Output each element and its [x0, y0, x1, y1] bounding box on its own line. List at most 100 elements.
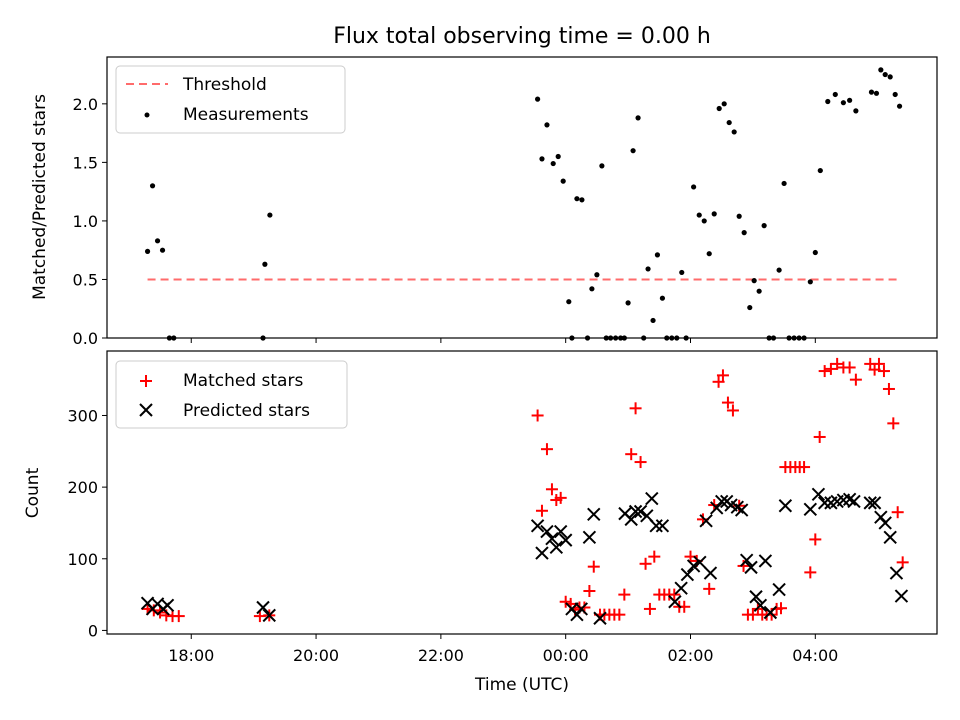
measurement-point — [832, 91, 838, 98]
x-tick-label: 22:00 — [418, 646, 464, 665]
legend-predicted-swatch — [139, 403, 153, 417]
matched-star-point — [613, 608, 626, 621]
predicted-star-point — [763, 605, 778, 620]
matched-star-point — [587, 560, 600, 573]
predicted-star-point — [803, 502, 818, 517]
measurement-point — [781, 180, 787, 187]
x-tick-label: 02:00 — [667, 646, 713, 665]
measurement-point — [868, 89, 875, 95]
x-axis-label: Time (UTC) — [474, 675, 569, 695]
bottom-y-tick-label: 300 — [67, 406, 98, 425]
predicted-star-point — [633, 504, 648, 519]
matched-star-point — [648, 550, 661, 563]
predicted-star-point — [734, 503, 749, 517]
measurement-point — [751, 278, 757, 284]
predicted-star-point — [842, 492, 857, 507]
predicted-star-point — [535, 546, 549, 560]
measurement-point — [741, 230, 747, 236]
predicted-star-point — [894, 589, 909, 603]
predicted-star-point — [553, 524, 568, 539]
predicted-star-point — [668, 595, 682, 609]
predicted-star-point — [778, 499, 793, 513]
measurement-point — [650, 317, 656, 324]
x-tick-label: 04:00 — [792, 646, 838, 665]
measurement-point — [654, 252, 661, 258]
bottom-panel: 0 100 200 300 18:00 20:00 22:00 00:00 02:00 04:00… — [23, 350, 938, 695]
measurement-point — [579, 197, 585, 203]
matched-star-point — [545, 483, 558, 496]
matched-star-point — [813, 430, 826, 443]
predicted-star-point — [530, 519, 545, 533]
measurement-point — [882, 71, 888, 78]
legend-measurements-swatch — [144, 112, 150, 118]
measurement-point — [589, 286, 595, 292]
predicted-star-point — [558, 533, 573, 547]
measurement-point — [560, 178, 566, 184]
bottom-y-axis-label: Count — [23, 467, 43, 518]
measurement-point — [149, 183, 156, 189]
predicted-star-point — [593, 611, 607, 625]
predicted-star-point — [739, 553, 754, 567]
top-y-tick-label: 0.0 — [73, 329, 98, 348]
matched-star-point — [818, 365, 831, 378]
matched-star-point — [712, 375, 725, 388]
x-tick-label: 18:00 — [168, 646, 214, 665]
measurement-point — [896, 103, 903, 109]
matched-star-point — [716, 369, 729, 382]
predicted-star-point — [817, 496, 832, 510]
predicted-star-point — [686, 559, 701, 573]
matched-star-point — [531, 409, 544, 422]
bottom-panel-axes: 0 100 200 300 18:00 20:00 22:00 00:00 02:00 04:00 — [67, 406, 838, 665]
matched-star-point — [831, 357, 844, 370]
measurement-point — [539, 156, 545, 162]
measurement-point — [599, 163, 605, 169]
matched-star-point — [843, 361, 856, 374]
measurement-point — [853, 108, 859, 114]
measurement-point — [555, 153, 561, 160]
predicted-star-point — [587, 507, 601, 522]
predicted-star-point — [709, 501, 724, 515]
predicted-star-point — [703, 566, 718, 580]
measurement-point — [817, 167, 823, 174]
measurement-point — [807, 279, 813, 285]
measurement-point — [825, 98, 831, 105]
measurement-point — [159, 247, 166, 253]
matched-star-point — [540, 443, 553, 456]
measurement-point — [847, 97, 853, 103]
chart-title: Flux total observing time = 0.00 h — [333, 24, 711, 49]
bottom-panel-marks — [140, 357, 909, 625]
measurement-point — [550, 160, 556, 167]
matched-star-point — [172, 610, 185, 623]
predicted-star-point — [256, 600, 270, 615]
matched-star-point — [703, 582, 716, 595]
measurement-point — [706, 251, 712, 257]
measurement-point — [726, 119, 732, 126]
measurement-point — [566, 299, 572, 305]
top-y-tick-label: 2.0 — [73, 95, 98, 114]
bottom-y-tick-label: 0 — [88, 621, 98, 640]
predicted-star-point — [863, 496, 877, 510]
top-panel-frame — [106, 56, 938, 339]
measurement-point — [635, 115, 641, 121]
measurement-point — [756, 288, 762, 294]
matched-star-point — [668, 588, 681, 601]
top-legend-box — [115, 65, 346, 134]
top-y-tick-label: 0.5 — [73, 270, 98, 289]
legend-matched-label: Matched stars — [183, 371, 303, 391]
bottom-y-tick-label: 100 — [67, 550, 98, 569]
matched-star-point — [798, 461, 811, 474]
measurement-point — [747, 304, 753, 311]
predicted-star-point — [749, 590, 763, 604]
predicted-star-point — [883, 530, 897, 544]
predicted-star-point — [744, 560, 758, 575]
predicted-star-point — [574, 602, 588, 616]
measurement-point — [535, 96, 541, 102]
predicted-star-point — [847, 494, 861, 509]
matched-star-point — [849, 373, 862, 386]
measurement-point — [878, 67, 884, 73]
top-panel: 0.00.51.01.52.0 Matched/Predicted stars … — [30, 56, 938, 348]
matched-star-point — [891, 506, 904, 519]
predicted-star-point — [540, 524, 554, 539]
predicted-star-point — [867, 496, 882, 510]
predicted-star-point — [582, 530, 597, 544]
